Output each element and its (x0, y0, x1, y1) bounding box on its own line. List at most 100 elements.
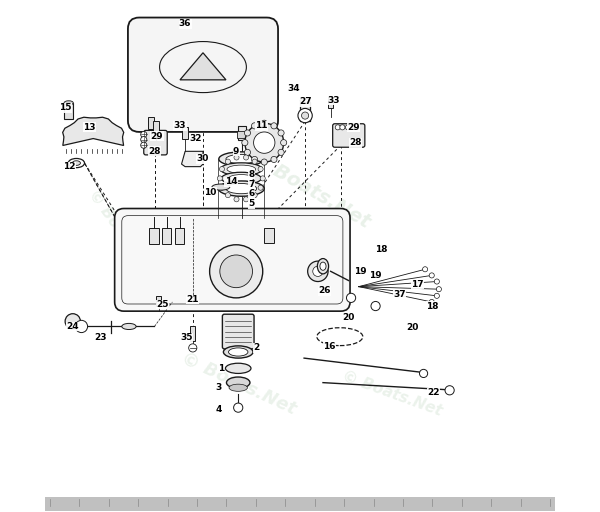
Polygon shape (182, 152, 203, 166)
Polygon shape (62, 117, 124, 145)
Circle shape (429, 300, 434, 305)
Bar (190, 327, 196, 341)
Ellipse shape (218, 181, 264, 196)
Text: 4: 4 (215, 404, 221, 414)
Circle shape (209, 245, 263, 298)
Text: 33: 33 (174, 121, 186, 130)
FancyBboxPatch shape (115, 208, 350, 311)
Circle shape (298, 109, 312, 123)
Ellipse shape (226, 183, 257, 194)
Circle shape (226, 159, 230, 164)
Circle shape (271, 156, 277, 162)
Circle shape (65, 314, 80, 329)
Text: 6: 6 (248, 189, 254, 198)
Text: 14: 14 (225, 178, 238, 186)
Circle shape (251, 156, 257, 162)
Circle shape (220, 166, 224, 172)
Circle shape (251, 123, 257, 129)
Circle shape (140, 137, 147, 143)
Text: © Boats: © Boats (85, 187, 137, 253)
Circle shape (245, 123, 284, 162)
Bar (153, 121, 159, 134)
Bar (264, 228, 274, 243)
Text: 30: 30 (197, 155, 209, 163)
Circle shape (252, 159, 257, 164)
Ellipse shape (72, 161, 80, 165)
Circle shape (242, 140, 248, 146)
Text: 23: 23 (95, 333, 107, 342)
Ellipse shape (317, 259, 329, 274)
FancyBboxPatch shape (332, 124, 365, 147)
Circle shape (346, 125, 350, 130)
Circle shape (244, 197, 248, 202)
Circle shape (234, 155, 239, 160)
Text: 26: 26 (318, 286, 331, 295)
Text: 22: 22 (428, 388, 440, 397)
Text: 20: 20 (343, 313, 355, 322)
Text: 21: 21 (187, 295, 199, 304)
Circle shape (220, 185, 224, 190)
Text: 33: 33 (327, 96, 340, 105)
FancyBboxPatch shape (144, 131, 167, 155)
Ellipse shape (229, 348, 248, 356)
Text: 1: 1 (218, 364, 224, 373)
Text: 9: 9 (233, 147, 239, 156)
Bar (238, 126, 246, 140)
Ellipse shape (226, 155, 257, 163)
Circle shape (258, 185, 263, 190)
Bar (300, 102, 310, 121)
Text: © Boats.Net: © Boats.Net (247, 147, 373, 231)
Circle shape (436, 287, 442, 292)
Ellipse shape (226, 377, 250, 388)
Text: 18: 18 (376, 245, 388, 254)
Circle shape (140, 132, 147, 138)
Text: 13: 13 (83, 123, 96, 132)
Circle shape (429, 273, 434, 278)
Circle shape (419, 369, 428, 377)
Circle shape (217, 176, 223, 181)
Ellipse shape (226, 363, 251, 373)
FancyBboxPatch shape (223, 314, 254, 349)
Text: 19: 19 (354, 267, 367, 276)
Text: 28: 28 (148, 147, 161, 156)
Ellipse shape (227, 165, 256, 173)
Text: 28: 28 (349, 138, 361, 147)
Ellipse shape (122, 324, 136, 330)
Circle shape (422, 267, 428, 272)
Text: © Boats.Net: © Boats.Net (340, 369, 444, 419)
Ellipse shape (320, 262, 326, 270)
Circle shape (244, 155, 248, 160)
Text: 15: 15 (59, 103, 71, 113)
Ellipse shape (229, 384, 247, 391)
Text: 35: 35 (181, 333, 193, 342)
Text: 10: 10 (205, 188, 217, 197)
Text: 37: 37 (393, 290, 406, 299)
Circle shape (278, 130, 284, 136)
Circle shape (226, 193, 230, 198)
Text: 29: 29 (347, 123, 360, 132)
Text: 29: 29 (151, 132, 163, 140)
Circle shape (188, 344, 197, 352)
Circle shape (244, 130, 251, 136)
Bar (149, 228, 158, 244)
Ellipse shape (229, 175, 254, 182)
FancyBboxPatch shape (128, 17, 278, 132)
Bar (148, 117, 154, 130)
Circle shape (302, 112, 308, 119)
Bar (64, 103, 73, 119)
Text: 7: 7 (248, 180, 254, 189)
Circle shape (371, 302, 380, 311)
Circle shape (335, 125, 340, 130)
Circle shape (271, 123, 277, 129)
Ellipse shape (64, 101, 73, 105)
Text: 17: 17 (411, 280, 424, 289)
Circle shape (254, 132, 275, 153)
Circle shape (252, 193, 257, 198)
Bar (156, 296, 161, 306)
Text: 2: 2 (253, 344, 260, 352)
Ellipse shape (219, 152, 264, 166)
Ellipse shape (212, 184, 230, 190)
Bar (236, 131, 247, 138)
Circle shape (260, 176, 265, 181)
Circle shape (258, 166, 263, 172)
